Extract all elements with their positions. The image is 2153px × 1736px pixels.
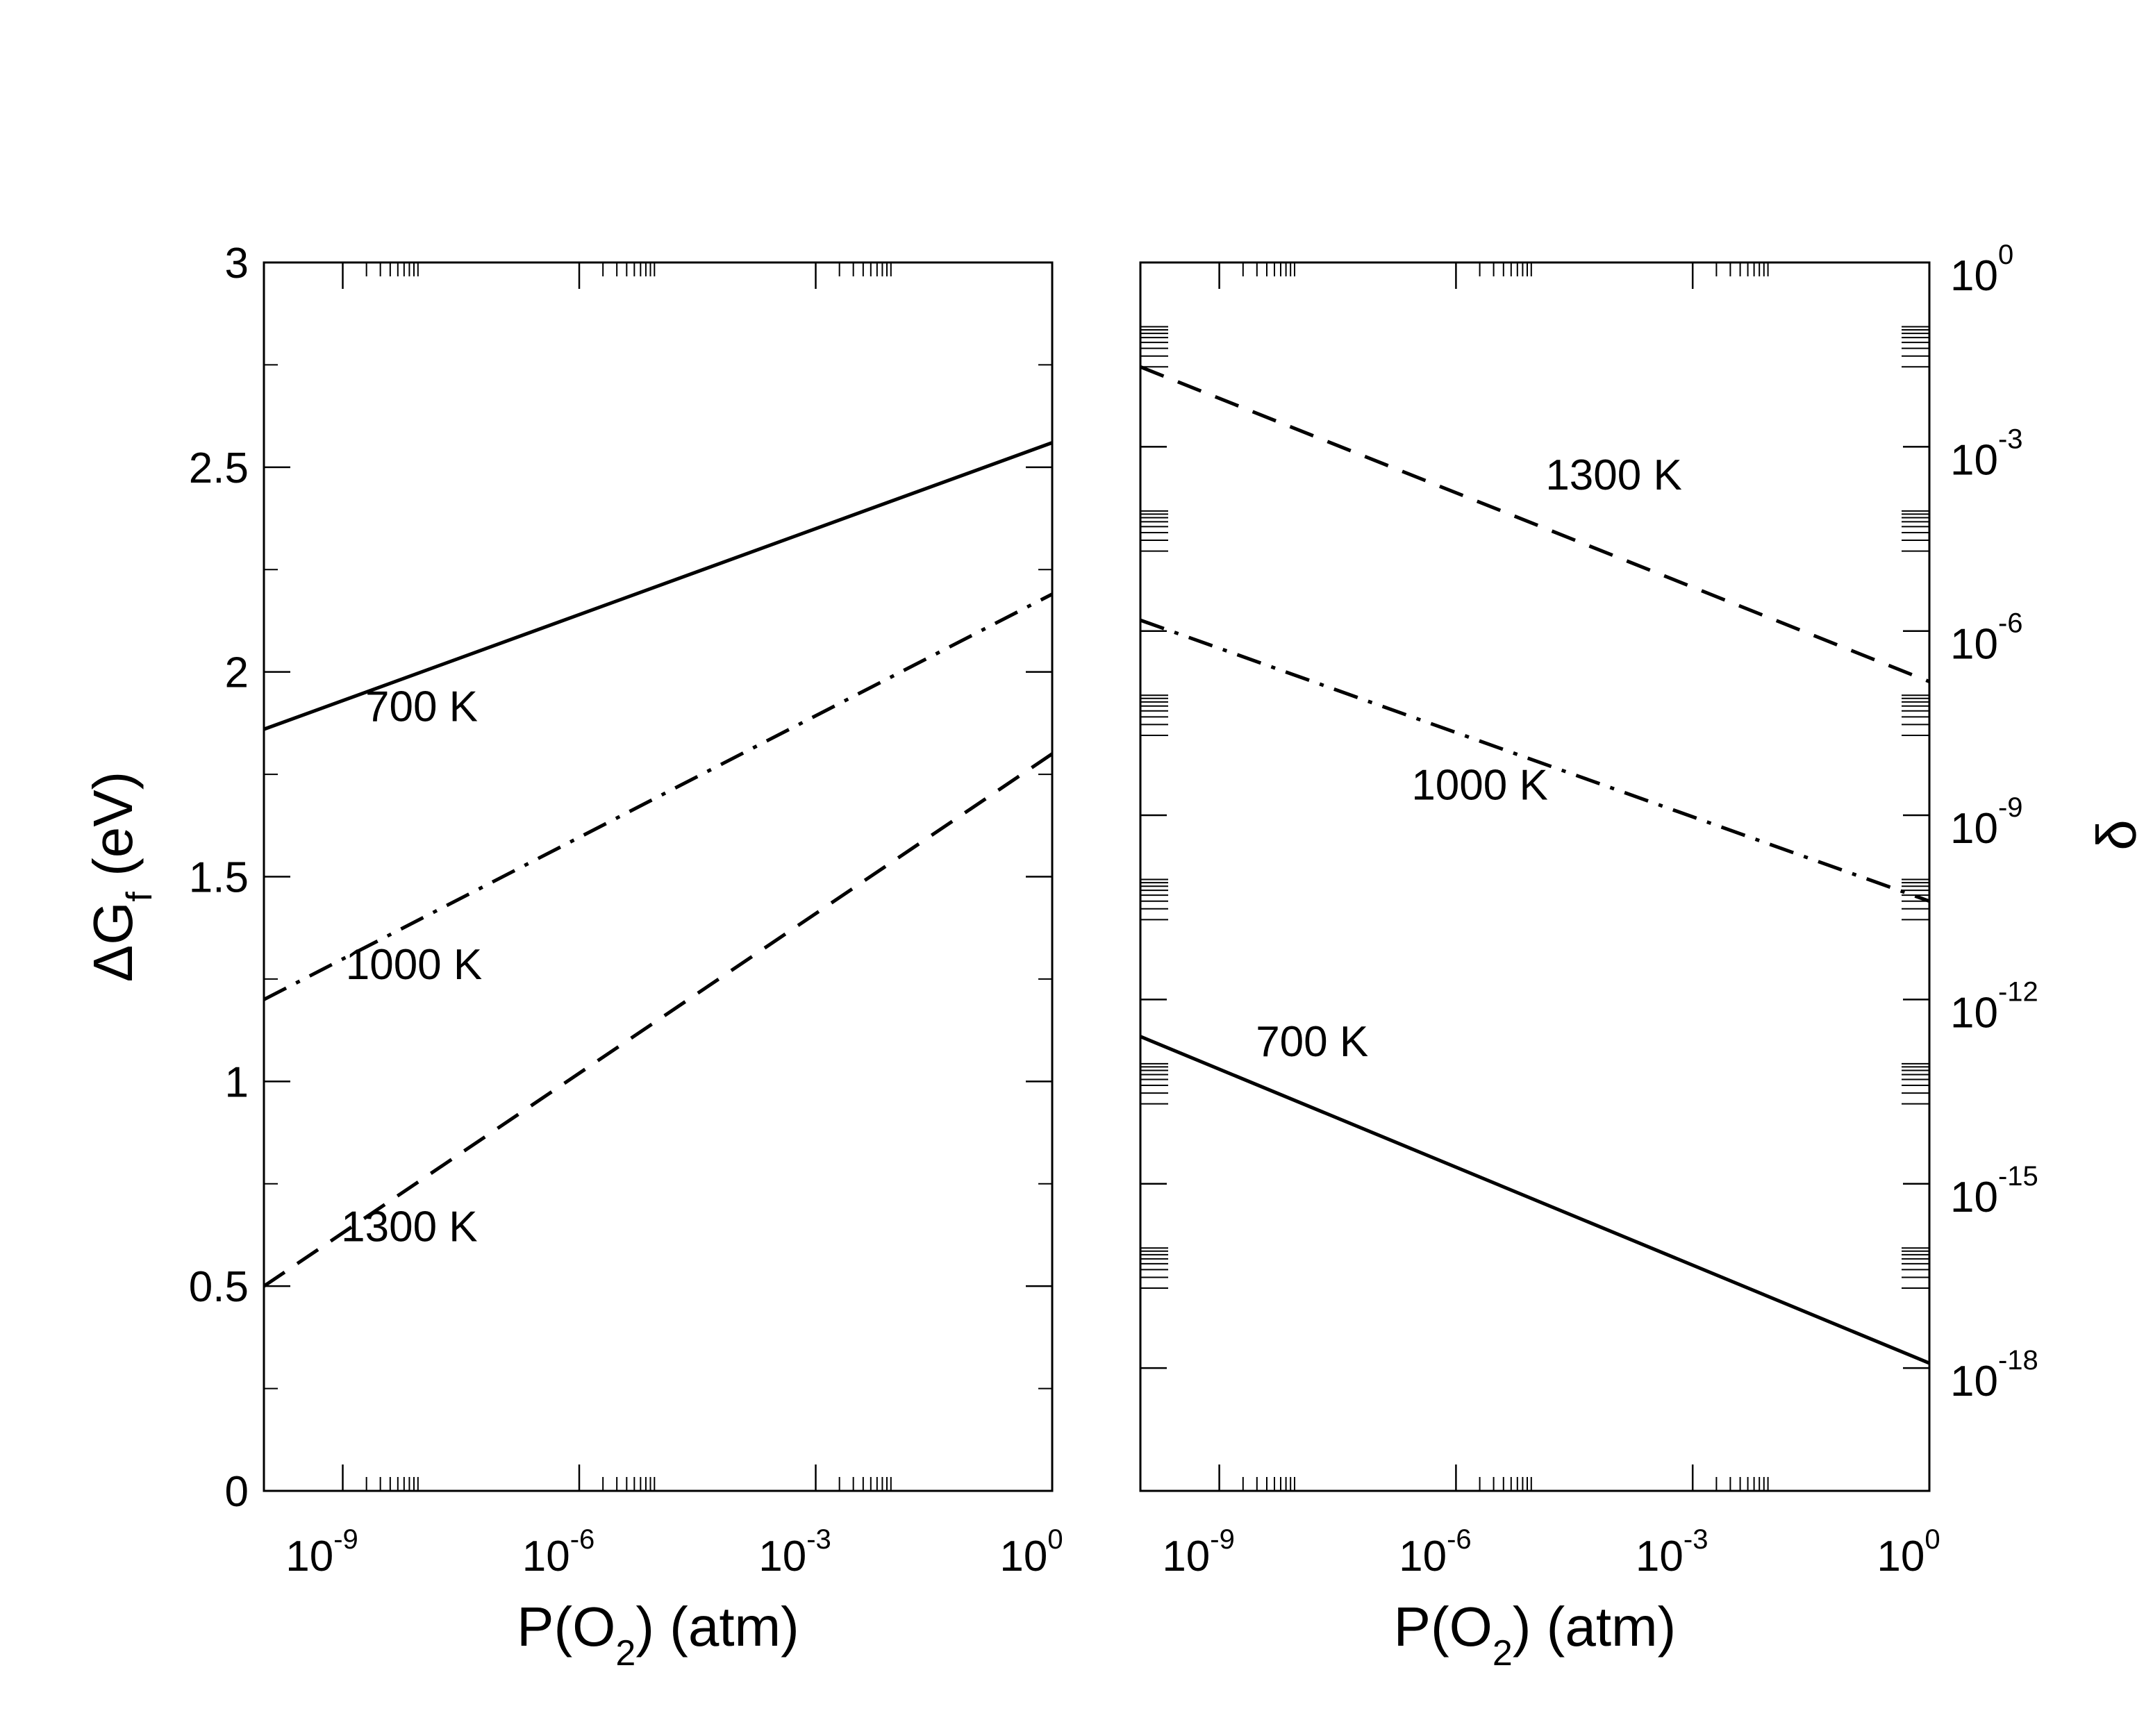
- y-tick-label: 100: [1950, 240, 2013, 300]
- series-label-1000k: 1000 K: [1411, 761, 1548, 809]
- series-line-1300k: [1140, 365, 1930, 683]
- x-tick-label: 10-3: [758, 1524, 831, 1580]
- y-tick-label: 0.5: [189, 1263, 249, 1311]
- left-panel: 10-9 10-6 10-3 100 0 0.5 1 1.5 2 2.5 3 P(O2) (atm) Δ…: [82, 240, 1063, 1674]
- y-tick-label: 10-18: [1950, 1345, 2038, 1405]
- series-label-700k: 700 K: [1256, 1018, 1368, 1066]
- y-tick-label: 0: [225, 1468, 249, 1516]
- series-line-700k: [263, 441, 1053, 731]
- series-label-1000k: 1000 K: [346, 941, 483, 989]
- plot-frame: [1139, 261, 1931, 1492]
- x-tick-label: 10-9: [1162, 1524, 1235, 1580]
- x-tick-label: 100: [1877, 1524, 1940, 1580]
- series-label-1300k: 1300 K: [1545, 451, 1682, 499]
- y-axis-label: δ: [2086, 819, 2147, 851]
- series-line-1000k: [1140, 618, 1930, 903]
- y-tick-label: 3: [225, 240, 249, 287]
- series-line-1000k: [263, 592, 1054, 1001]
- y-tick-label: 1: [225, 1058, 249, 1106]
- right-panel: 10-9 10-6 10-3 100 100 10-3 10-6 10-9 10-12 10-15…: [1139, 240, 2147, 1674]
- series-line-700k: [1140, 1035, 1930, 1365]
- series-label-700k: 700 K: [365, 683, 478, 731]
- y-tick-label: 10-15: [1950, 1161, 2038, 1221]
- x-tick-label: 100: [999, 1524, 1063, 1580]
- y-tick-label: 10-12: [1950, 976, 2038, 1037]
- x-tick-label: 10-6: [1399, 1524, 1472, 1580]
- x-tick-label: 10-3: [1636, 1524, 1709, 1580]
- y-tick-label: 10-6: [1950, 608, 2023, 669]
- x-tick-label: 10-9: [285, 1524, 358, 1580]
- plot-frame: [263, 261, 1054, 1492]
- y-tick-label: 1.5: [189, 854, 249, 902]
- x-axis-label: P(O2) (atm): [517, 1596, 799, 1674]
- x-tick-label: 10-6: [522, 1524, 595, 1580]
- y-tick-label: 10-9: [1950, 792, 2023, 853]
- y-tick-label: 2.5: [189, 444, 249, 492]
- x-axis-label: P(O2) (atm): [1394, 1596, 1677, 1674]
- series-label-1300k: 1300 K: [341, 1203, 478, 1251]
- y-tick-label: 10-3: [1950, 424, 2023, 484]
- y-tick-label: 2: [225, 649, 249, 697]
- y-axis-label: ΔGf (eV): [82, 771, 160, 982]
